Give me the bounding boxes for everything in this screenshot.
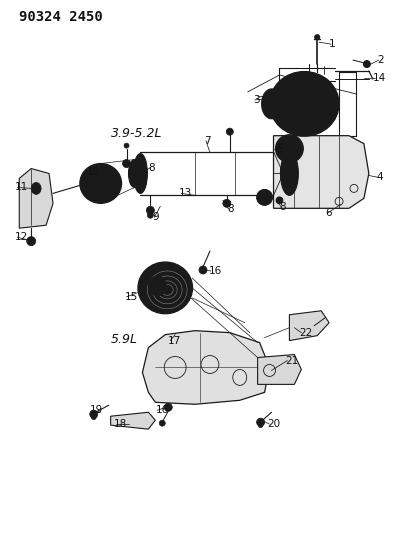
- Ellipse shape: [280, 151, 298, 196]
- Polygon shape: [273, 136, 368, 208]
- Text: 17: 17: [168, 336, 181, 345]
- Circle shape: [146, 206, 154, 214]
- Text: 4: 4: [376, 173, 382, 182]
- Ellipse shape: [281, 83, 326, 125]
- Polygon shape: [289, 311, 328, 341]
- Ellipse shape: [87, 172, 113, 196]
- Circle shape: [198, 266, 207, 274]
- Text: 7: 7: [203, 136, 210, 146]
- Circle shape: [222, 199, 230, 207]
- Ellipse shape: [281, 141, 296, 157]
- Circle shape: [94, 176, 107, 190]
- Ellipse shape: [131, 166, 138, 181]
- Text: 5.9L: 5.9L: [111, 333, 137, 346]
- Text: 16: 16: [155, 405, 168, 415]
- Circle shape: [27, 237, 36, 246]
- Text: 3.9-5.2L: 3.9-5.2L: [111, 127, 162, 140]
- Text: 12: 12: [15, 232, 28, 242]
- Circle shape: [90, 410, 98, 418]
- Text: 15: 15: [124, 292, 137, 302]
- Circle shape: [124, 143, 129, 148]
- Polygon shape: [257, 354, 301, 384]
- Text: 8: 8: [226, 204, 233, 214]
- Polygon shape: [111, 412, 155, 429]
- Circle shape: [258, 423, 262, 427]
- Circle shape: [159, 420, 165, 426]
- Ellipse shape: [138, 262, 192, 314]
- Text: 9: 9: [152, 212, 159, 222]
- Text: 5: 5: [276, 143, 282, 154]
- Text: 13: 13: [179, 188, 192, 198]
- Text: 18: 18: [113, 419, 126, 429]
- Circle shape: [260, 193, 268, 201]
- Ellipse shape: [148, 276, 166, 296]
- Circle shape: [226, 128, 233, 135]
- Ellipse shape: [275, 135, 303, 163]
- Text: 21: 21: [285, 356, 298, 366]
- Text: 14: 14: [372, 73, 385, 83]
- Circle shape: [362, 61, 369, 68]
- Ellipse shape: [128, 159, 140, 188]
- Polygon shape: [19, 168, 53, 228]
- Text: 11: 11: [15, 182, 28, 192]
- Ellipse shape: [269, 71, 338, 136]
- Circle shape: [164, 403, 172, 411]
- Circle shape: [275, 197, 282, 204]
- Text: 20: 20: [267, 419, 280, 429]
- Ellipse shape: [289, 90, 309, 108]
- Ellipse shape: [261, 89, 281, 119]
- Text: 90324 2450: 90324 2450: [19, 10, 103, 25]
- Text: 10: 10: [87, 167, 100, 177]
- Text: 8: 8: [279, 203, 286, 212]
- Text: 8: 8: [148, 163, 155, 173]
- Circle shape: [91, 415, 96, 419]
- Text: 16: 16: [209, 266, 222, 276]
- Text: 19: 19: [90, 405, 103, 415]
- Ellipse shape: [285, 145, 292, 152]
- Ellipse shape: [31, 182, 41, 195]
- Text: 6: 6: [324, 208, 331, 219]
- Ellipse shape: [80, 164, 121, 203]
- Text: 1: 1: [328, 39, 335, 49]
- Polygon shape: [142, 330, 269, 404]
- Ellipse shape: [152, 280, 162, 292]
- Circle shape: [314, 35, 319, 39]
- Text: 2: 2: [376, 55, 382, 65]
- Text: 22: 22: [298, 328, 312, 337]
- Text: 3: 3: [252, 95, 259, 105]
- Ellipse shape: [133, 154, 147, 193]
- Ellipse shape: [266, 96, 276, 111]
- Circle shape: [122, 159, 130, 167]
- Circle shape: [256, 418, 264, 426]
- Circle shape: [147, 212, 153, 218]
- Circle shape: [256, 189, 272, 205]
